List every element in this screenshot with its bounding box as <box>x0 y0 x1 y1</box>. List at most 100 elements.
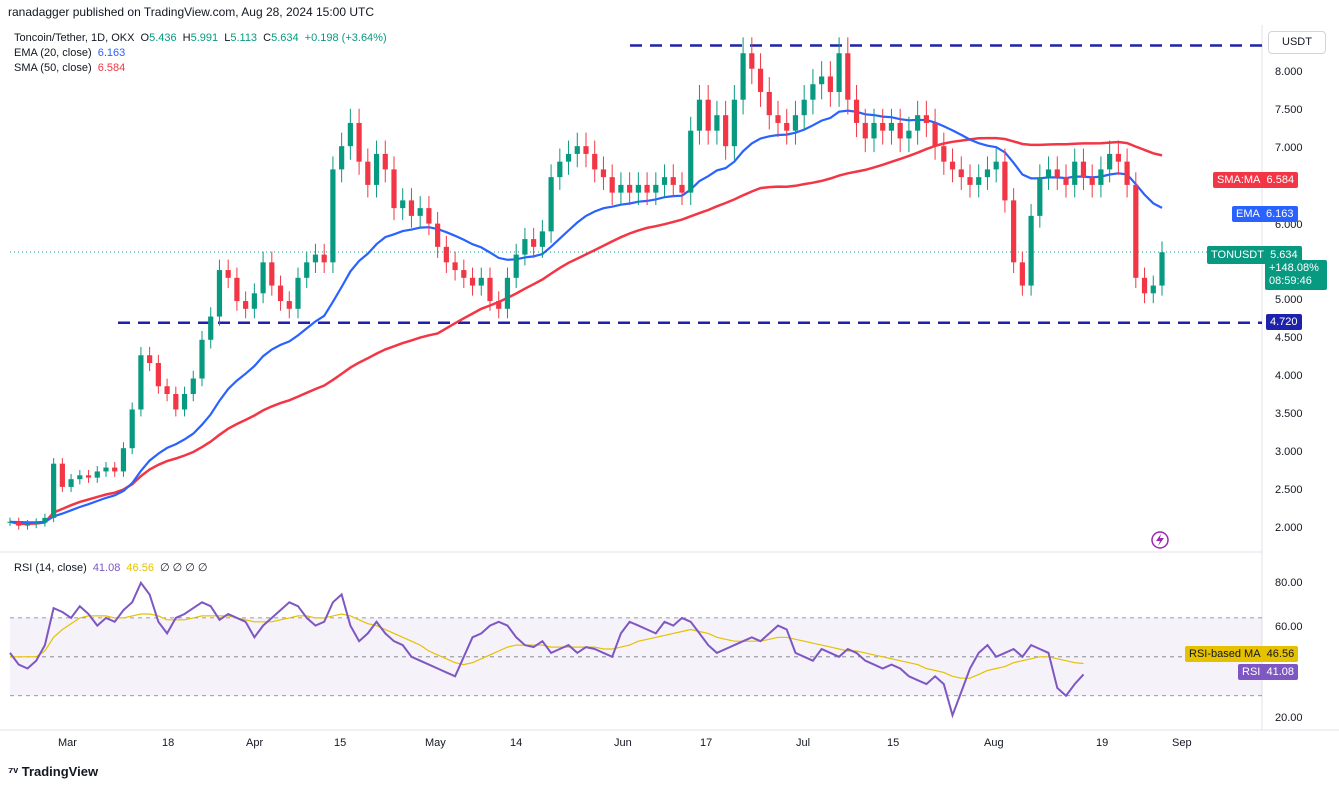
ema-20-line <box>9 109 1163 524</box>
bar-countdown: 08:59:46 <box>1269 275 1312 287</box>
price-tag: TONUSDT 5.634 <box>1207 246 1302 264</box>
candle-body <box>775 115 781 123</box>
candle-body <box>347 122 353 147</box>
y-tick: 2.500 <box>1275 484 1303 496</box>
y-tick: 4.000 <box>1275 370 1303 382</box>
candle-body <box>312 254 319 263</box>
candle-body <box>1089 177 1095 185</box>
candle-body <box>225 270 231 278</box>
candle-body <box>871 122 877 139</box>
candle-body <box>443 246 449 263</box>
ema-tag-label: EMA <box>1236 208 1260 220</box>
candle-body <box>496 301 502 309</box>
candle-body <box>679 184 685 193</box>
candle-body <box>941 146 947 162</box>
candle-body <box>112 467 118 472</box>
candle-body <box>853 99 860 123</box>
x-tick: Mar <box>58 737 77 749</box>
open-value: 5.436 <box>149 32 177 44</box>
candle-body <box>365 161 371 185</box>
candle-body <box>426 208 432 224</box>
candle-body <box>688 130 694 193</box>
candle-body <box>766 91 772 116</box>
symbol-legend: Toncoin/Tether, 1D, OKX O5.436 H5.991 L5… <box>14 32 387 44</box>
candle-body <box>784 122 790 131</box>
candle-body <box>321 254 327 263</box>
ema-tag-value: 6.163 <box>1265 208 1294 220</box>
rsi-y-tick: 60.00 <box>1275 621 1303 633</box>
tradingview-logo[interactable]: ⁷ᵛ TradingView <box>8 764 98 779</box>
candle-body <box>103 467 109 472</box>
candle-body <box>635 184 641 193</box>
candle-body <box>548 177 554 232</box>
candle-body <box>993 161 999 170</box>
candle-body <box>391 169 397 209</box>
candle-body <box>260 262 266 294</box>
sma-label: SMA (50, close) <box>14 62 92 74</box>
candle-body <box>670 177 676 185</box>
rsi-y-tick: 20.00 <box>1275 712 1303 724</box>
x-tick: May <box>425 737 446 749</box>
candle-body <box>740 53 746 100</box>
x-tick: Aug <box>984 737 1004 749</box>
sma-value: 6.584 <box>97 62 126 74</box>
symbol-name: Toncoin/Tether, 1D, OKX <box>14 32 135 44</box>
candle-body <box>618 184 624 193</box>
candle-body <box>243 301 249 309</box>
ema-label: EMA (20, close) <box>14 47 92 59</box>
candle-body <box>216 270 223 317</box>
candle-body <box>661 177 668 185</box>
candle-body <box>164 386 170 394</box>
candle-body <box>1115 153 1121 162</box>
candle-body <box>461 270 467 278</box>
currency-selector[interactable]: USDT <box>1268 31 1326 54</box>
candle-body <box>269 262 275 286</box>
candle-body <box>836 53 842 92</box>
candle-body <box>173 393 179 410</box>
candle-body <box>565 153 572 162</box>
rsi-tag: RSI 41.08 <box>1238 664 1298 680</box>
y-tick: 5.000 <box>1275 294 1303 306</box>
candle-body <box>574 146 580 154</box>
candle-body <box>1072 161 1078 185</box>
rsi-tag-value: 41.08 <box>1266 666 1294 678</box>
candle-body <box>1107 153 1113 170</box>
high-value: 5.991 <box>190 32 219 44</box>
candle-body <box>984 169 991 178</box>
candle-body <box>59 463 65 487</box>
rsi-line <box>9 580 1085 719</box>
candle-body <box>234 277 240 302</box>
y-tick: 3.500 <box>1275 408 1303 420</box>
rsi-extra: ∅ ∅ ∅ ∅ <box>160 562 208 574</box>
candle-body <box>400 200 406 209</box>
candle-body <box>967 177 973 185</box>
ticker-label: TONUSDT <box>1211 249 1264 261</box>
candle-body <box>696 99 703 131</box>
candle-body <box>304 262 310 278</box>
rsi-ma-tag: RSI-based MA 46.56 <box>1185 646 1299 662</box>
candle-body <box>181 393 188 410</box>
candle-body <box>531 239 537 247</box>
candle-body <box>958 169 964 178</box>
candle-body <box>976 177 982 185</box>
candle-body <box>330 169 336 263</box>
candle-body <box>906 130 912 139</box>
candle-body <box>1002 161 1008 201</box>
sma-tag: SMA:MA 6.584 <box>1213 172 1299 188</box>
candle-body <box>251 293 257 309</box>
candle-body <box>845 53 851 100</box>
candle-body <box>1019 262 1025 286</box>
candle-body <box>539 231 545 247</box>
candle-body <box>1080 161 1087 178</box>
candle-body <box>897 122 903 139</box>
rsi-legend: RSI (14, close) 41.08 46.56 ∅ ∅ ∅ ∅ <box>14 561 208 574</box>
rsi-ma-value: 46.56 <box>126 562 154 574</box>
candle-body <box>1054 169 1060 178</box>
y-tick: 6.000 <box>1275 219 1303 231</box>
candle-body <box>286 301 292 309</box>
y-tick: 3.000 <box>1275 446 1303 458</box>
x-tick: 15 <box>887 737 900 749</box>
candle-body <box>1037 177 1043 216</box>
candle-body <box>417 208 423 216</box>
